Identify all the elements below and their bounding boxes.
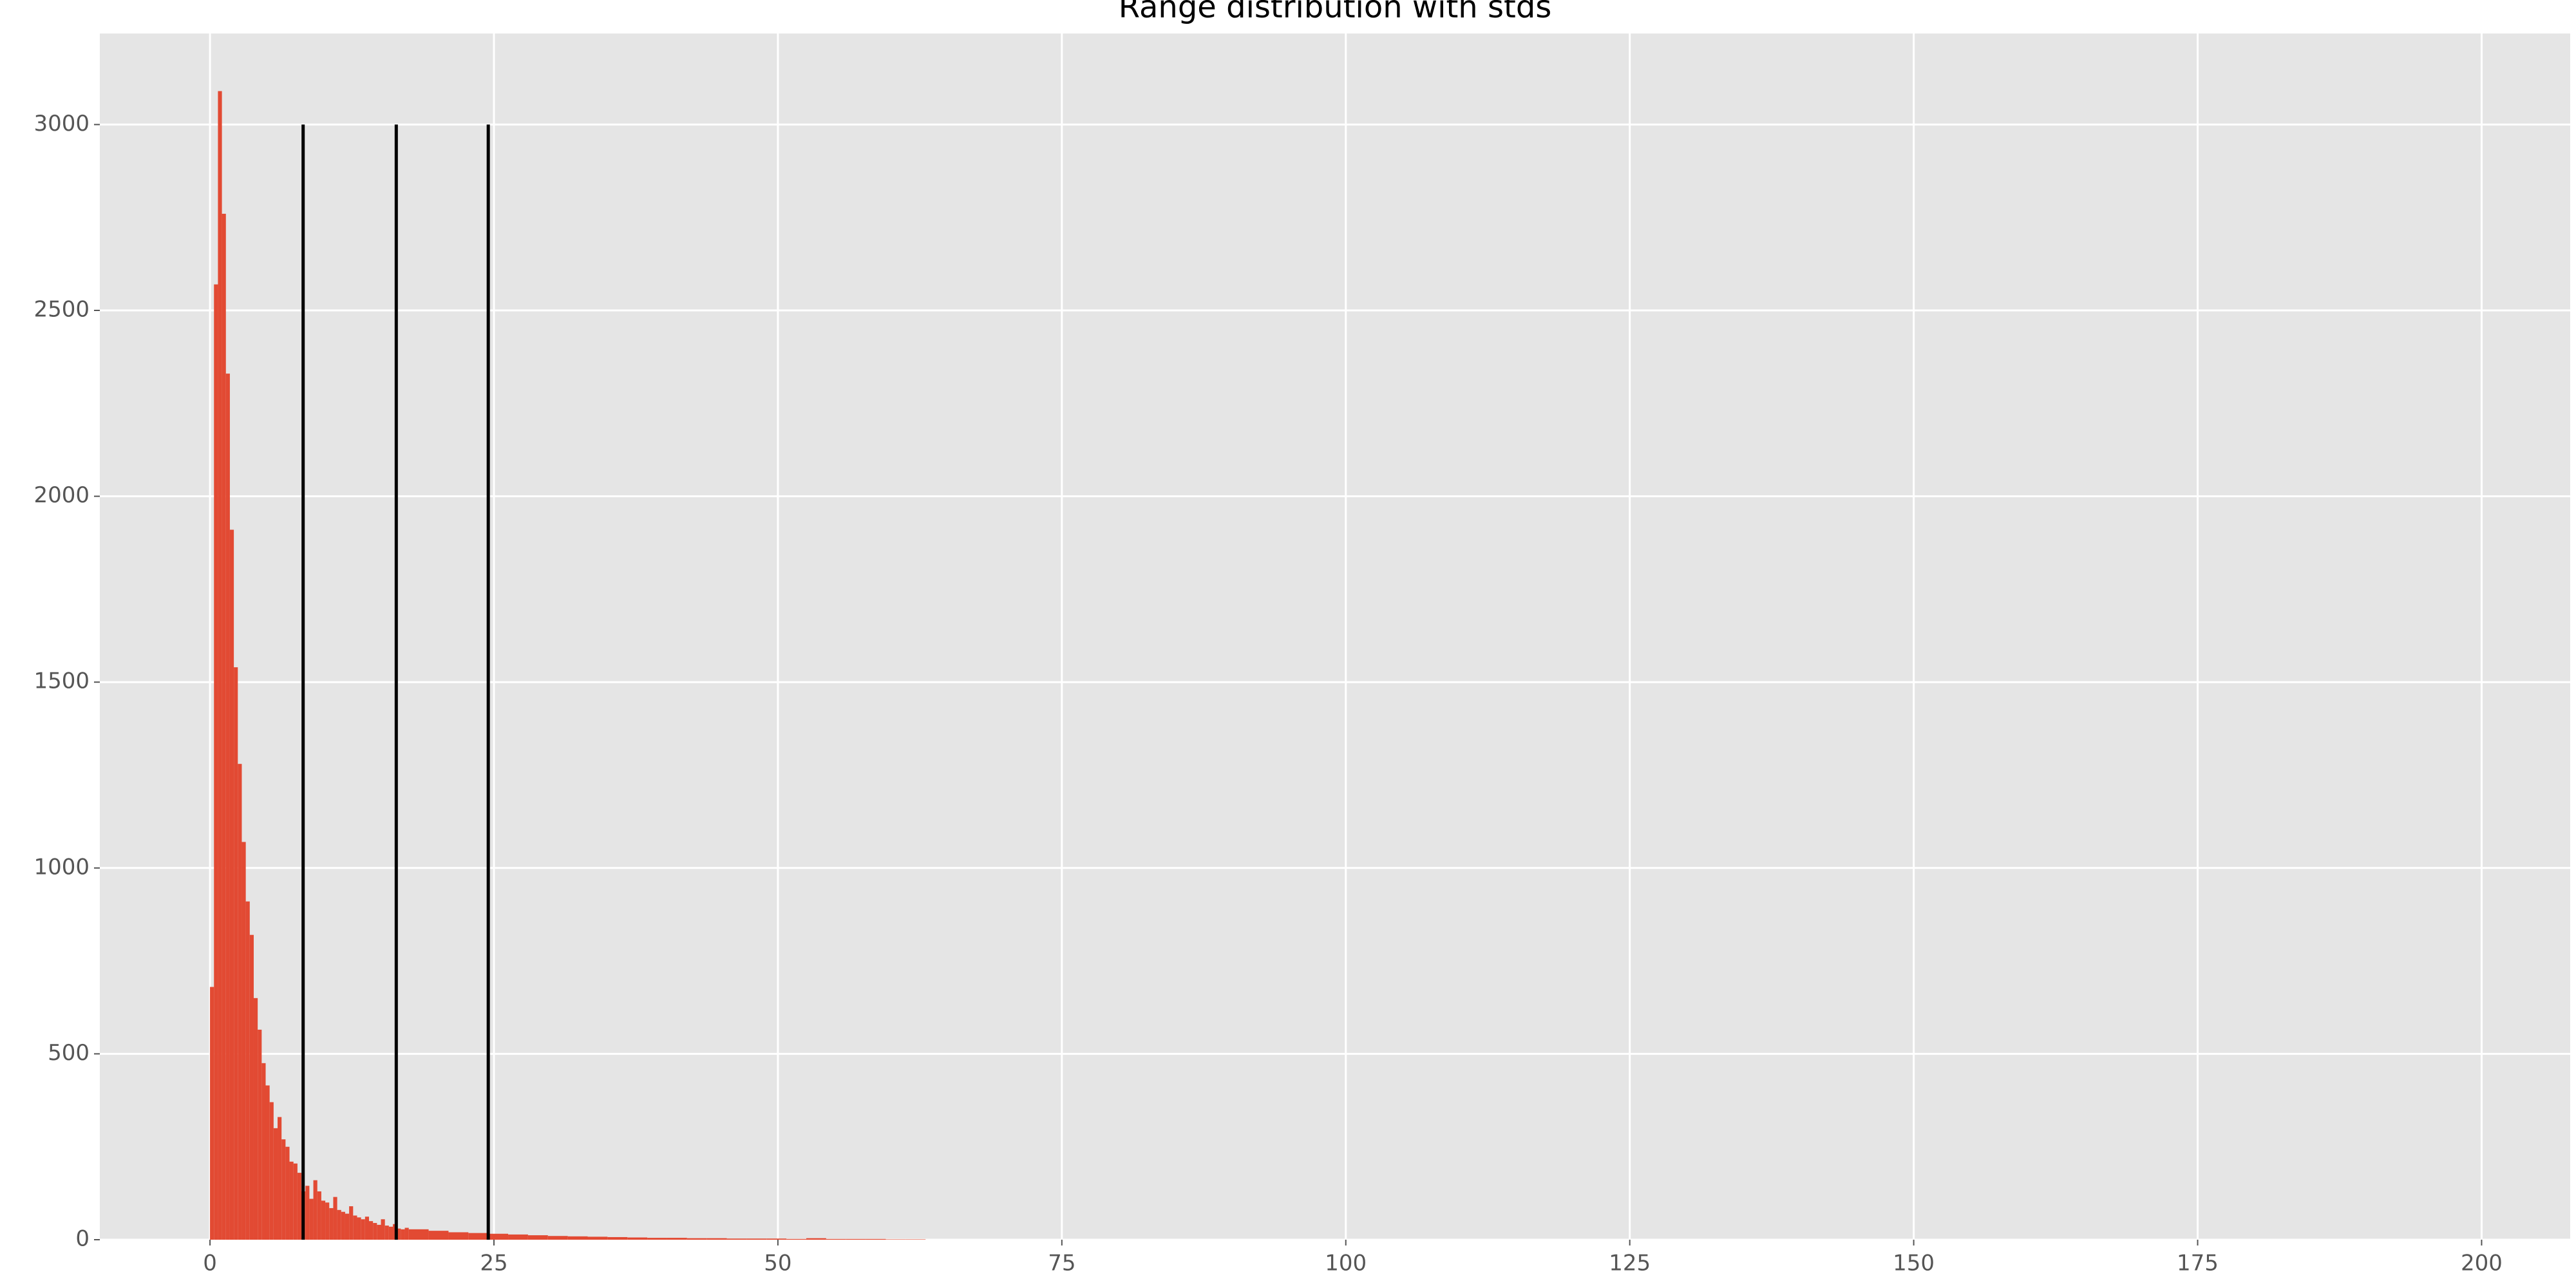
histogram-bar: [317, 1191, 321, 1240]
histogram-bar: [866, 1238, 886, 1240]
histogram-bar: [269, 1102, 274, 1240]
histogram-bar: [766, 1238, 787, 1240]
histogram-bar: [384, 1226, 389, 1240]
histogram-bar: [293, 1163, 298, 1240]
histogram-bar: [428, 1231, 449, 1240]
histogram-bar: [667, 1238, 687, 1240]
histogram-bar: [321, 1200, 326, 1240]
y-tick-label: 2000: [33, 482, 90, 508]
histogram-bar: [289, 1161, 294, 1240]
x-tick-label: 200: [2461, 1251, 2503, 1276]
histogram-bar: [238, 764, 242, 1240]
histogram-bar: [846, 1238, 866, 1240]
x-tick-label: 50: [764, 1251, 791, 1276]
histogram-bar: [297, 1173, 302, 1240]
histogram-bar: [488, 1233, 509, 1240]
histogram-bar: [826, 1238, 846, 1240]
histogram-bar: [261, 1063, 266, 1240]
histogram-bar: [265, 1085, 270, 1240]
x-tick-label: 125: [1609, 1251, 1651, 1276]
x-tick-label: 0: [203, 1251, 217, 1276]
histogram-bar: [547, 1236, 568, 1240]
histogram-bar: [218, 91, 222, 1240]
y-tick-label: 1000: [33, 854, 90, 880]
histogram-bar: [508, 1234, 528, 1240]
histogram-bar: [278, 1117, 282, 1240]
histogram-bar: [377, 1224, 381, 1240]
histogram-bar: [806, 1238, 826, 1240]
x-tick-label: 175: [2177, 1251, 2219, 1276]
histogram-bar: [408, 1229, 429, 1240]
histogram-bar: [345, 1213, 350, 1240]
histogram-bar: [210, 987, 214, 1240]
y-tick-label: 500: [48, 1040, 90, 1066]
histogram-bar: [357, 1217, 361, 1240]
histogram-bar: [726, 1238, 747, 1240]
histogram-bar: [329, 1208, 334, 1240]
histogram-bar: [245, 901, 250, 1240]
y-tick-label: 2500: [33, 297, 90, 323]
x-tick-label: 150: [1893, 1251, 1935, 1276]
histogram-bar: [365, 1217, 369, 1240]
histogram-bar: [361, 1219, 365, 1240]
histogram-bar: [567, 1236, 588, 1240]
histogram-bar: [905, 1239, 926, 1240]
histogram-bar: [448, 1232, 469, 1240]
y-tick-label: 1500: [33, 668, 90, 694]
histogram-bar: [687, 1238, 707, 1240]
y-tick-label: 3000: [33, 111, 90, 137]
histogram-bar: [341, 1211, 345, 1240]
histogram-bar: [381, 1219, 385, 1240]
histogram-bar: [468, 1233, 489, 1240]
histogram-bar: [527, 1235, 548, 1240]
histogram-bar: [337, 1209, 341, 1240]
histogram-bar: [225, 374, 230, 1240]
histogram-bar: [305, 1186, 310, 1240]
histogram-bar: [242, 842, 246, 1240]
plot-background: [100, 33, 2570, 1240]
histogram-bar: [249, 934, 254, 1240]
histogram-bar: [706, 1238, 727, 1240]
x-tick-label: 100: [1325, 1251, 1367, 1276]
histogram-bar: [281, 1139, 286, 1240]
histogram-bar: [397, 1228, 401, 1240]
histogram-bar: [325, 1202, 330, 1240]
histogram-bar: [627, 1237, 648, 1240]
histogram-bar: [587, 1236, 608, 1240]
histogram-bar: [309, 1198, 314, 1240]
histogram-bar: [746, 1238, 767, 1240]
histogram-bar: [786, 1238, 807, 1240]
histogram-bar: [214, 284, 218, 1240]
histogram-bar: [285, 1146, 290, 1240]
histogram-bar: [388, 1226, 393, 1240]
histogram-bar: [404, 1227, 409, 1240]
chart-title: Range distribution with stds: [1119, 0, 1552, 25]
histogram-bar: [607, 1236, 628, 1240]
histogram-bar: [886, 1239, 906, 1240]
histogram-bar: [349, 1206, 354, 1240]
histogram-bar: [401, 1229, 405, 1240]
x-tick-label: 75: [1048, 1251, 1075, 1276]
histogram-bar: [368, 1221, 374, 1240]
histogram-bar: [647, 1238, 667, 1240]
histogram-bar: [234, 667, 238, 1240]
histogram-bar: [222, 213, 226, 1240]
histogram-bar: [229, 529, 234, 1240]
histogram-bar: [373, 1223, 377, 1240]
histogram-bar: [253, 998, 258, 1240]
histogram-bar: [353, 1215, 357, 1240]
histogram-bar: [258, 1029, 262, 1240]
histogram-bar: [273, 1128, 278, 1240]
histogram-bar: [333, 1197, 337, 1240]
y-tick-label: 0: [75, 1226, 90, 1252]
histogram-bar: [313, 1180, 317, 1240]
x-tick-label: 25: [480, 1251, 507, 1276]
